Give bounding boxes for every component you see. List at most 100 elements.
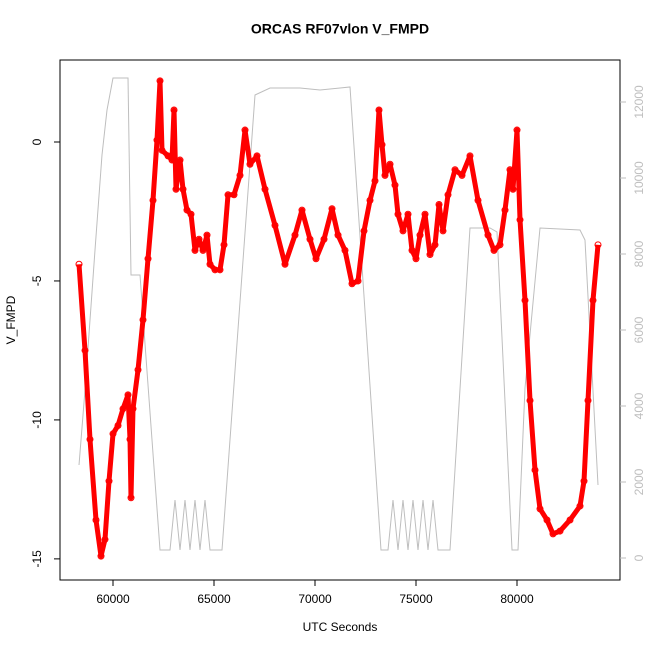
point [105,477,113,485]
point [298,206,306,214]
point [594,241,602,249]
point [474,196,482,204]
x-tick-label: 65000 [197,592,231,606]
point [501,206,509,214]
point [261,185,269,193]
point [391,181,399,189]
point [216,266,224,274]
y2-tick-label: 0 [632,554,646,561]
point [394,210,402,218]
point [129,405,137,413]
point [220,241,228,249]
point [381,171,389,179]
point [153,136,161,144]
point [206,260,214,268]
point [158,146,166,154]
point [81,346,89,354]
x-tick-label: 60000 [96,592,130,606]
point [549,530,557,538]
point [513,126,521,134]
x-axis-label: UTC Seconds [303,620,378,634]
y-tick-label: -15 [30,550,44,568]
point [375,106,383,114]
y2-tick-label: 2000 [632,468,646,495]
point [86,435,94,443]
point [101,535,109,543]
y2-tick-label: 4000 [632,392,646,419]
point [431,241,439,249]
point [386,160,394,168]
point [164,152,172,160]
point [246,160,254,168]
point [126,435,134,443]
point [589,296,597,304]
point [421,210,429,218]
x-tick-label: 80000 [500,592,534,606]
point [580,477,588,485]
point-trace [76,78,601,559]
point [92,516,100,524]
point [199,246,207,254]
point [516,216,524,224]
y2-tick-label: 6000 [632,316,646,343]
y-tick-label: -10 [30,411,44,429]
point [312,255,320,263]
point [466,152,474,160]
point [371,177,379,185]
point [134,366,142,374]
x-tick-label: 75000 [399,592,433,606]
point [366,196,374,204]
point [490,246,498,254]
point [230,191,238,199]
point [341,246,349,254]
point [360,227,368,235]
point [176,156,184,164]
point [354,277,362,285]
point [509,185,517,193]
point [203,231,211,239]
point [378,141,386,149]
point [236,171,244,179]
point [320,235,328,243]
plot-frame [59,59,621,581]
point [149,196,157,204]
point [451,166,459,174]
point [412,255,420,263]
point [119,405,127,413]
point [183,206,191,214]
y-axis-label: V_FMPD [4,295,18,344]
point [253,152,261,160]
point [211,266,219,274]
y2-tick-label: 10000 [632,161,646,195]
point [584,396,592,404]
point [75,260,83,268]
point [484,231,492,239]
point [187,210,195,218]
point [195,235,203,243]
point [399,227,407,235]
y2-tick-label: 8000 [632,240,646,267]
point [404,210,412,218]
point [179,185,187,193]
point [291,231,299,239]
point [576,502,584,510]
y-tick-label: -5 [30,275,44,286]
point [191,246,199,254]
point [306,235,314,243]
point [97,552,105,560]
point [156,77,164,85]
point [536,505,544,513]
point [114,421,122,429]
x-tick-label: 70000 [298,592,332,606]
point [506,166,514,174]
point [334,231,342,239]
point [241,126,249,134]
point [439,227,447,235]
point [408,246,416,254]
point [416,231,424,239]
point [172,185,180,193]
point [281,260,289,268]
y2-tick-label: 12000 [632,85,646,119]
point [435,201,443,209]
